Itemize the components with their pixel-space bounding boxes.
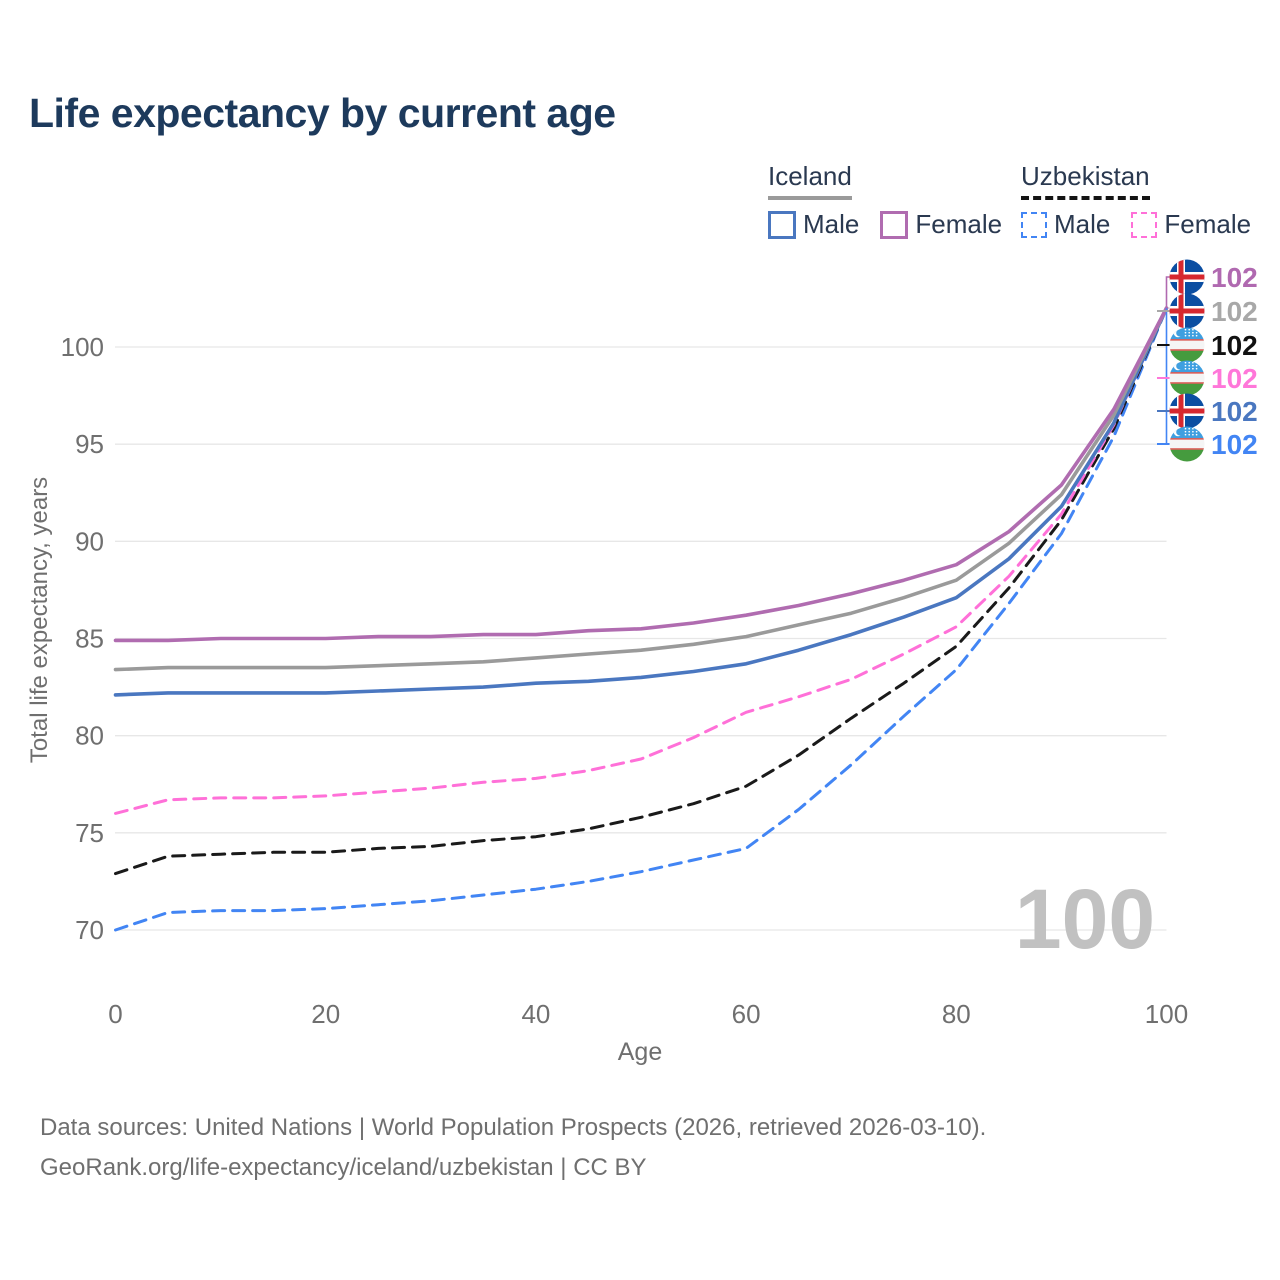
legend-group-iceland: Iceland Male Female — [768, 161, 1002, 240]
end-label-value: 102 — [1211, 330, 1258, 361]
iceland-female-swatch-icon — [880, 210, 909, 239]
footer: Data sources: United Nations | World Pop… — [40, 1108, 986, 1188]
x-tick-label: 100 — [1145, 999, 1188, 1029]
iceland-flag-icon — [1169, 259, 1205, 295]
y-tick-label: 100 — [61, 332, 104, 362]
legend-item-label: Male — [1054, 209, 1111, 239]
series-line-iceland-male — [113, 306, 1169, 697]
iceland-flag-icon — [1169, 393, 1205, 429]
y-tick-label: 80 — [75, 721, 104, 751]
y-axis-title: Total life expectancy, years — [26, 477, 53, 763]
x-tick-label: 60 — [732, 999, 761, 1029]
legend-group-uzbekistan: Uzbekistan Male Female — [1021, 161, 1251, 240]
series-line-uzbekistan-male — [114, 306, 1168, 932]
legend-item-uzbekistan-male[interactable]: Male — [1021, 209, 1110, 240]
end-label-value: 102 — [1211, 296, 1258, 327]
x-tick-label: 40 — [521, 999, 550, 1029]
uzbekistan-female-swatch-icon — [1131, 211, 1158, 238]
y-tick-label: 95 — [75, 429, 104, 459]
series-line-iceland-total — [113, 306, 1169, 672]
legend-country-uzbekistan: Uzbekistan — [1021, 161, 1150, 200]
y-tick-label: 70 — [75, 915, 104, 945]
current-age-watermark: 100 — [1015, 872, 1155, 966]
chart-canvas[interactable]: 70 75 80 85 90 95 100 0 20 40 60 80 100 Age Total life… — [0, 0, 1280, 1090]
legend-country-iceland: Iceland — [768, 161, 852, 200]
y-tick-label: 85 — [75, 624, 104, 654]
series-line-iceland-female — [113, 306, 1169, 643]
legend-item-uzbekistan-female[interactable]: Female — [1131, 209, 1251, 240]
series-line-uzbekistan-female — [114, 306, 1168, 815]
end-label-value: 102 — [1211, 363, 1258, 394]
end-label-value: 102 — [1211, 262, 1258, 293]
legend-item-label: Female — [915, 209, 1003, 239]
uzbekistan-male-swatch-icon — [1021, 211, 1047, 238]
y-tick-label: 75 — [75, 818, 104, 848]
uzbekistan-flag-icon — [1169, 327, 1205, 363]
leader-line — [1165, 276, 1170, 309]
iceland-flag-icon — [1169, 293, 1205, 329]
end-label-value: 102 — [1211, 429, 1258, 460]
x-tick-label: 20 — [311, 999, 340, 1029]
x-axis-title: Age — [618, 1038, 662, 1066]
iceland-male-swatch-icon — [768, 210, 796, 239]
x-tick-label: 80 — [942, 999, 971, 1029]
legend-item-iceland-male[interactable]: Male — [768, 209, 859, 240]
y-tick-label: 90 — [75, 526, 104, 556]
x-tick-label: 0 — [108, 999, 122, 1029]
page-title: Life expectancy by current age — [29, 90, 616, 136]
uzbekistan-flag-icon — [1169, 360, 1205, 396]
legend-item-iceland-female[interactable]: Female — [880, 209, 1002, 240]
footer-attribution: GeoRank.org/life-expectancy/iceland/uzbe… — [40, 1154, 647, 1181]
legend-item-label: Female — [1164, 209, 1252, 239]
legend-item-label: Male — [803, 209, 860, 239]
series-line-uzbekistan-total — [114, 306, 1168, 876]
uzbekistan-flag-icon — [1169, 426, 1205, 462]
end-label-value: 102 — [1211, 396, 1258, 427]
footer-data-sources: Data sources: United Nations | World Pop… — [40, 1114, 987, 1141]
